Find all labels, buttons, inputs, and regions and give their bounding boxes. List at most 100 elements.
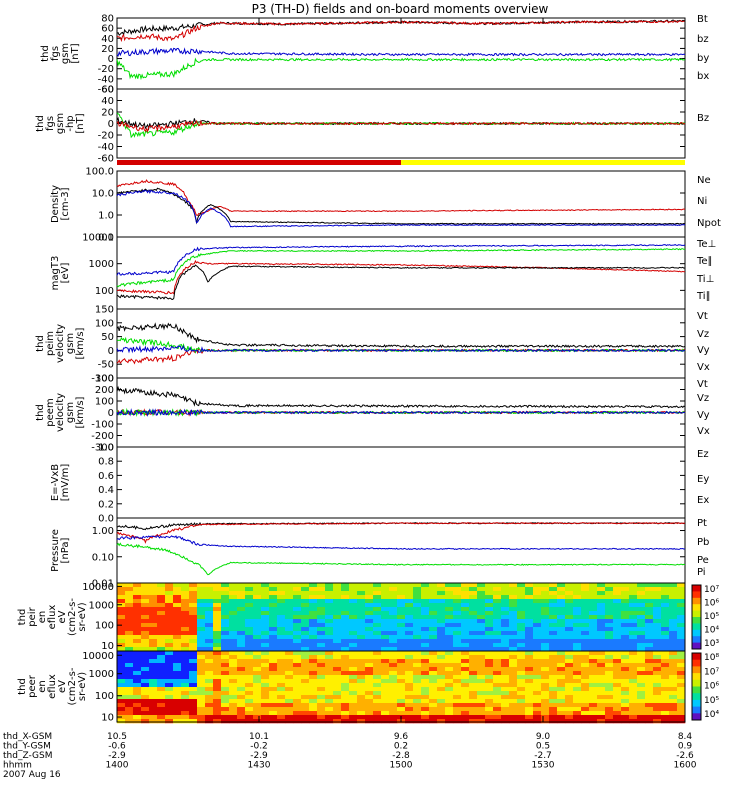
heatmap-cell (517, 691, 526, 696)
heatmap-cell (381, 711, 390, 716)
heatmap-cell (381, 699, 390, 704)
heatmap-cell (453, 691, 462, 696)
heatmap-cell (237, 651, 246, 656)
heatmap-cell (565, 623, 574, 628)
heatmap-cell (613, 719, 622, 724)
heatmap-cell (437, 631, 446, 636)
heatmap-cell (301, 715, 310, 720)
heatmap-cell (149, 643, 158, 648)
heatmap-cell (213, 595, 222, 600)
heatmap-cell (501, 603, 510, 608)
heatmap-cell (517, 639, 526, 644)
heatmap-cell (637, 639, 646, 644)
heatmap-cell (597, 619, 606, 624)
heatmap-cell (597, 687, 606, 692)
heatmap-cell (653, 639, 662, 644)
heatmap-cell (477, 679, 486, 684)
heatmap-cell (301, 591, 310, 596)
y-tick-label: 20 (101, 44, 114, 55)
heatmap-cell (173, 663, 182, 668)
heatmap-cell (229, 655, 238, 660)
heatmap-cell (309, 679, 318, 684)
heatmap-cell (269, 591, 278, 596)
heatmap-cell (509, 615, 518, 620)
heatmap-cell (205, 615, 214, 620)
heatmap-cell (565, 599, 574, 604)
heatmap-cell (181, 635, 190, 640)
heatmap-cell (565, 647, 574, 652)
heatmap-cell (389, 691, 398, 696)
heatmap-cell (597, 631, 606, 636)
heatmap-cell (189, 659, 198, 664)
heatmap-cell (389, 591, 398, 596)
heatmap-cell (477, 711, 486, 716)
heatmap-cell (645, 699, 654, 704)
heatmap-cell (357, 711, 366, 716)
heatmap-cell (405, 675, 414, 680)
heatmap-cell (413, 635, 422, 640)
heatmap-cell (309, 591, 318, 596)
heatmap-cell (445, 599, 454, 604)
heatmap-cell (677, 703, 686, 708)
heatmap-cell (381, 611, 390, 616)
heatmap-cell (581, 703, 590, 708)
heatmap-cell (357, 675, 366, 680)
heatmap-cell (421, 679, 430, 684)
heatmap-cell (589, 591, 598, 596)
heatmap-cell (437, 611, 446, 616)
footer-value: -2.7 (534, 751, 552, 761)
heatmap-cell (621, 675, 630, 680)
heatmap-cell (221, 659, 230, 664)
heatmap-cell (661, 623, 670, 628)
heatmap-cell (645, 675, 654, 680)
heatmap-cell (429, 683, 438, 688)
y-tick-label: 10 (101, 713, 114, 724)
heatmap-cell (141, 715, 150, 720)
heatmap-cell (581, 679, 590, 684)
heatmap-cell (573, 599, 582, 604)
heatmap-cell (437, 703, 446, 708)
heatmap-cell (325, 647, 334, 652)
heatmap-cell (405, 691, 414, 696)
heatmap-cell (133, 643, 142, 648)
heatmap-cell (253, 683, 262, 688)
heatmap-cell (653, 643, 662, 648)
heatmap-cell (285, 639, 294, 644)
heatmap-cell (181, 679, 190, 684)
y-label-line: [nT] (75, 113, 86, 133)
heatmap-cell (677, 603, 686, 608)
heatmap-cell (581, 607, 590, 612)
heatmap-cell (397, 631, 406, 636)
heatmap-cell (541, 611, 550, 616)
heatmap-cell (357, 707, 366, 712)
heatmap-cell (365, 683, 374, 688)
heatmap-cell (165, 615, 174, 620)
heatmap-cell (565, 603, 574, 608)
heatmap-cell (141, 591, 150, 596)
heatmap-cell (493, 703, 502, 708)
heatmap-cell (549, 623, 558, 628)
heatmap-cell (333, 587, 342, 592)
heatmap-cell (453, 619, 462, 624)
heatmap-cell (421, 659, 430, 664)
heatmap-cell (541, 683, 550, 688)
heatmap-cell (189, 675, 198, 680)
heatmap-cell (125, 603, 134, 608)
heatmap-cell (333, 595, 342, 600)
heatmap-cell (325, 587, 334, 592)
heatmap-cell (309, 671, 318, 676)
heatmap-cell (405, 615, 414, 620)
heatmap-cell (205, 683, 214, 688)
heatmap-cell (517, 627, 526, 632)
heatmap-cell (141, 623, 150, 628)
heatmap-cell (381, 643, 390, 648)
heatmap-cell (549, 659, 558, 664)
heatmap-cell (413, 715, 422, 720)
heatmap-cell (293, 667, 302, 672)
heatmap-cell (229, 627, 238, 632)
heatmap-cell (493, 655, 502, 660)
heatmap-cell (373, 679, 382, 684)
heatmap-cell (237, 631, 246, 636)
heatmap-cell (349, 683, 358, 688)
